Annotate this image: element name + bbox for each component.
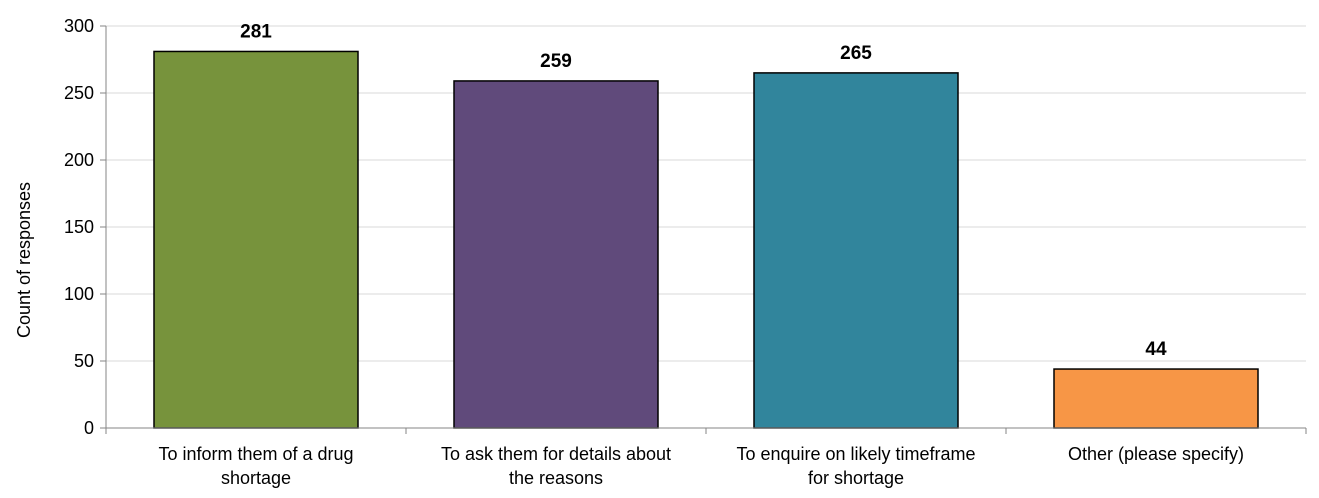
data-label: 265 [840,43,872,64]
x-category-label: Other (please specify) [1068,444,1244,464]
y-tick-label: 100 [64,284,94,304]
x-category-label: To ask them for details about [441,444,671,464]
y-axis: 0 50 100 150 200 250 300 [64,16,107,438]
data-label: 259 [540,51,572,72]
x-category-label: for shortage [808,468,904,488]
x-category-label: To inform them of a drug [158,444,353,464]
y-tick-label: 300 [64,16,94,36]
y-tick-label: 200 [64,150,94,170]
data-labels: 281 259 265 44 [240,21,1167,360]
bar [153,50,359,429]
y-tick-label: 250 [64,83,94,103]
x-category-label: To enquire on likely timeframe [736,444,975,464]
data-label: 44 [1145,339,1167,360]
y-tick-label: 0 [84,418,94,438]
y-tick-label: 150 [64,217,94,237]
bars [153,50,1259,429]
data-label: 281 [240,21,272,42]
bar [453,80,659,429]
x-category-label: shortage [221,468,291,488]
bar [753,72,959,429]
x-axis: To inform them of a drug shortage To ask t… [105,427,1307,488]
bar [1053,368,1259,429]
y-axis-title: Count of responses [14,182,34,338]
x-category-label: the reasons [509,468,603,488]
y-tick-label: 50 [74,351,94,371]
